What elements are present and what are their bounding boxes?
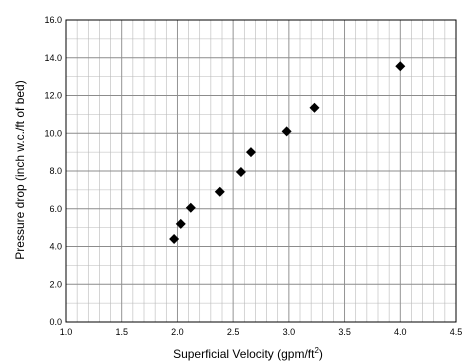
x-tick-label: 4.5 <box>450 327 462 337</box>
y-tick-label: 14.0 <box>44 53 62 63</box>
y-axis-title: Pressure drop (inch w.c./ft of bed) <box>13 80 27 259</box>
y-tick-label: 16.0 <box>44 15 62 25</box>
data-point-diamond <box>185 202 196 213</box>
data-point-diamond <box>214 186 225 197</box>
y-tick-label: 10.0 <box>44 128 62 138</box>
data-point-diamond <box>309 102 320 113</box>
y-tick-label: 8.0 <box>49 166 62 176</box>
data-point-diamond <box>169 233 180 244</box>
data-point-diamond <box>235 166 246 177</box>
x-axis-title-main: Superficial Velocity (gpm/ft <box>173 347 315 361</box>
x-tick-labels: 1.0 1.5 2.0 2.5 3.0 3.5 4.0 4.5 <box>60 327 462 337</box>
major-grid <box>66 20 456 322</box>
x-tick-label: 2.5 <box>227 327 240 337</box>
data-point-diamond <box>175 218 186 229</box>
x-axis-title-end: ) <box>319 347 323 361</box>
x-tick-label: 4.0 <box>394 327 407 337</box>
y-tick-label: 12.0 <box>44 91 62 101</box>
x-tick-label: 3.5 <box>338 327 351 337</box>
data-point-diamond <box>395 61 406 72</box>
data-points <box>169 61 406 244</box>
y-tick-label: 0.0 <box>49 317 62 327</box>
plot-frame <box>65 19 457 323</box>
x-tick-label: 2.0 <box>171 327 184 337</box>
data-point-diamond <box>281 126 292 137</box>
y-tick-labels: 0.0 2.0 4.0 6.0 8.0 10.0 12.0 14.0 16.0 <box>44 15 62 327</box>
x-tick-label: 1.5 <box>115 327 128 337</box>
x-axis-title-superscript: 2 <box>314 346 319 355</box>
x-tick-label: 1.0 <box>60 327 73 337</box>
y-tick-label: 4.0 <box>49 242 62 252</box>
x-tick-label: 3.0 <box>283 327 296 337</box>
data-point-diamond <box>245 147 256 158</box>
x-axis-title: Superficial Velocity (gpm/ft2) <box>173 346 323 361</box>
y-tick-label: 6.0 <box>49 204 62 214</box>
y-tick-label: 2.0 <box>49 279 62 289</box>
